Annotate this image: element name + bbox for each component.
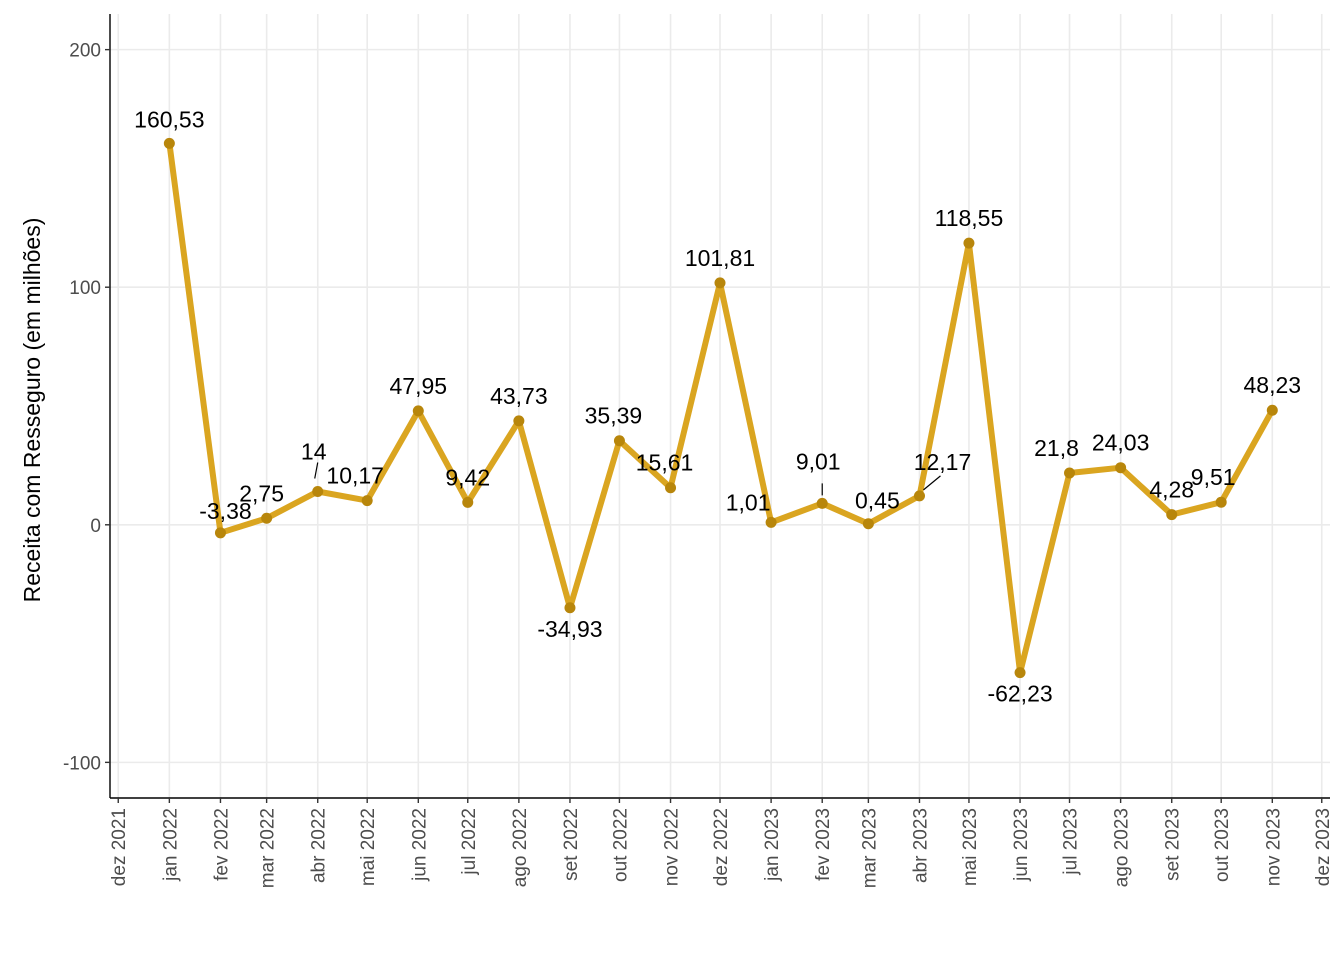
data-point [261, 512, 273, 524]
data-label: 101,81 [685, 245, 755, 271]
x-tick-label: jun 2022 [409, 808, 430, 882]
x-tick-label: jul 2023 [1061, 808, 1082, 876]
data-point [214, 527, 226, 539]
data-point [1064, 467, 1076, 479]
x-tick-label: out 2022 [610, 808, 631, 882]
grid-layer [110, 14, 1330, 798]
data-point [412, 405, 424, 417]
data-point [361, 495, 373, 507]
x-tick-label: jul 2022 [459, 808, 480, 876]
data-label: 9,01 [796, 448, 841, 474]
data-label: 35,39 [585, 403, 643, 429]
data-point [913, 490, 925, 502]
series-line [166, 140, 1276, 676]
y-axis-label: Receita com Resseguro (em milhões) [19, 218, 45, 603]
x-tick-label: jan 2022 [160, 808, 181, 882]
x-tick-label: mar 2022 [258, 808, 279, 888]
x-tick-label: mai 2023 [960, 808, 981, 886]
label-leader [923, 475, 941, 491]
data-point [513, 415, 525, 427]
data-label: 118,55 [935, 205, 1004, 231]
data-label: 15,61 [636, 450, 694, 476]
data-point [1166, 509, 1178, 521]
x-tick-label: set 2022 [561, 808, 582, 881]
x-tick-label: mai 2022 [358, 808, 379, 886]
data-label: 12,17 [914, 449, 972, 475]
y-tick-label: -100 [63, 753, 101, 774]
data-point [816, 497, 828, 509]
data-label: 0,45 [855, 488, 900, 514]
x-tick-label: dez 2022 [711, 808, 732, 886]
x-tick-label: abr 2022 [309, 808, 330, 883]
x-tick-label: ago 2022 [510, 808, 531, 887]
data-point [714, 277, 726, 289]
data-label: 47,95 [390, 373, 448, 399]
series-layer [163, 137, 1278, 679]
x-tick-label: dez 2023 [1313, 808, 1334, 886]
data-point [163, 137, 175, 149]
axis-layer: -100 0 100 200 dez 2021 jan 2022 fev 2022 mar 2… [63, 14, 1334, 888]
x-tick-label: dez 2021 [109, 808, 130, 886]
data-label: 9,42 [445, 464, 490, 490]
x-tick-label: jun 2023 [1011, 808, 1032, 882]
data-label: 21,8 [1034, 435, 1079, 461]
data-point [765, 516, 777, 528]
x-tick-label: fev 2022 [211, 808, 232, 881]
data-label: 14 [301, 439, 327, 465]
x-tick-label: nov 2022 [662, 808, 683, 886]
x-tick-label: out 2023 [1212, 808, 1233, 882]
data-point [1014, 667, 1026, 679]
data-point [862, 518, 874, 530]
data-point [1115, 462, 1127, 474]
data-point [665, 482, 677, 494]
data-label: 9,51 [1191, 464, 1236, 490]
data-label: 24,03 [1092, 430, 1150, 456]
data-point [613, 435, 625, 447]
data-point [963, 237, 975, 249]
data-label: 43,73 [490, 383, 548, 409]
x-tick-label: fev 2023 [813, 808, 834, 881]
data-point [312, 486, 324, 498]
data-label: -3,38 [199, 498, 251, 524]
x-tick-label: jan 2023 [762, 808, 783, 882]
data-label: 2,75 [239, 480, 284, 506]
label-leader [314, 462, 319, 479]
data-label: 4,28 [1149, 477, 1194, 503]
data-point [1266, 404, 1278, 416]
data-label: -62,23 [987, 681, 1052, 707]
data-point [564, 602, 576, 614]
data-label: 1,01 [726, 489, 771, 515]
x-tick-label: set 2023 [1163, 808, 1184, 881]
data-label: 160,53 [134, 106, 204, 132]
x-tick-label: nov 2023 [1263, 808, 1284, 886]
y-tick-label: 0 [90, 516, 101, 537]
y-tick-label: 200 [69, 41, 101, 62]
data-label: 48,23 [1244, 372, 1302, 398]
y-tick-label: 100 [69, 278, 101, 299]
data-label: 10,17 [326, 463, 384, 489]
data-label: -34,93 [537, 616, 602, 642]
x-tick-label: ago 2023 [1112, 808, 1133, 887]
x-tick-label: abr 2023 [910, 808, 931, 883]
x-tick-label: mar 2023 [859, 808, 880, 888]
data-point [1215, 496, 1227, 508]
data-point [462, 496, 474, 508]
